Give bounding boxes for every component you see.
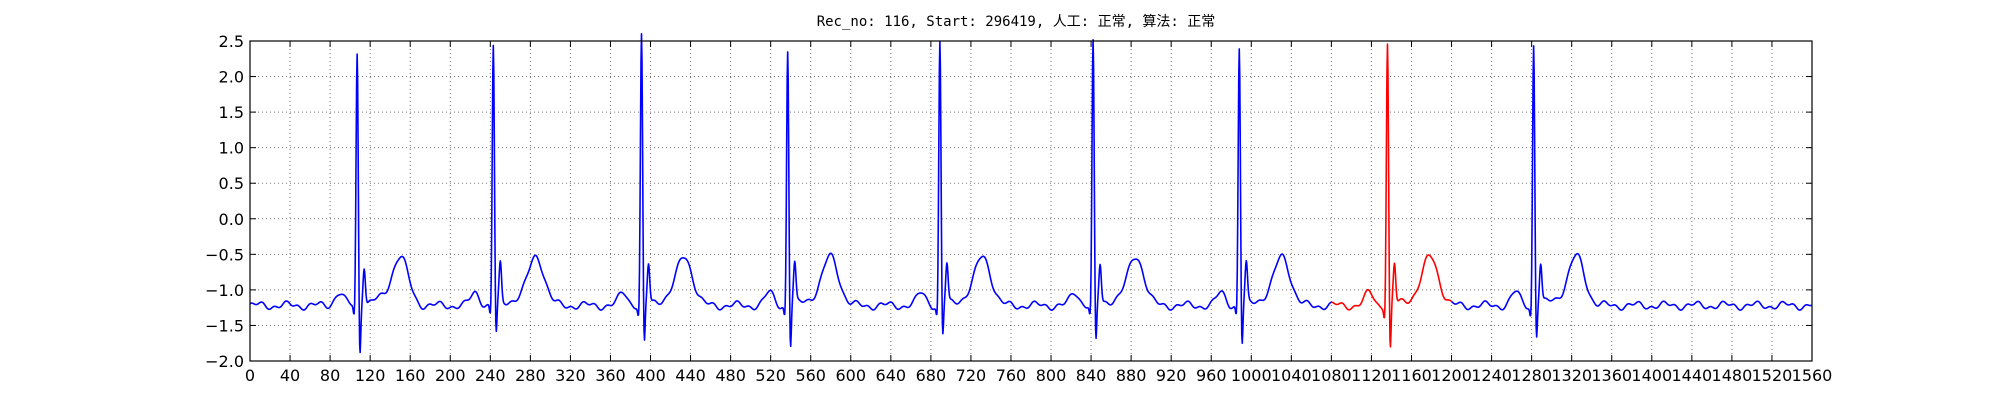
y-tick-label-0: −2.0: [205, 352, 244, 371]
x-tick-label-23: 920: [1156, 366, 1187, 385]
y-tick-label-8: 2.0: [219, 68, 244, 87]
x-tick-label-14: 560: [795, 366, 826, 385]
x-tick-label-10: 400: [635, 366, 666, 385]
x-tick-label-11: 440: [675, 366, 706, 385]
x-tick-label-36: 1440: [1671, 366, 1712, 385]
x-tick-label-17: 680: [916, 366, 947, 385]
x-tick-label-5: 200: [435, 366, 466, 385]
series-layer: [250, 34, 1812, 353]
x-tick-label-35: 1400: [1631, 366, 1672, 385]
x-tick-label-26: 1040: [1271, 366, 1312, 385]
x-tick-label-21: 840: [1076, 366, 1107, 385]
y-tick-label-4: 0.0: [219, 210, 244, 229]
x-tick-label-8: 320: [555, 366, 586, 385]
x-tick-label-1: 40: [280, 366, 300, 385]
x-tick-label-34: 1360: [1591, 366, 1632, 385]
x-tick-label-37: 1480: [1712, 366, 1753, 385]
x-tick-label-24: 960: [1196, 366, 1227, 385]
x-tick-label-39: 1560: [1792, 366, 1833, 385]
y-tick-label-3: −0.5: [205, 245, 244, 264]
y-tick-label-1: −1.5: [205, 316, 244, 335]
x-tick-label-19: 760: [996, 366, 1027, 385]
x-tick-label-27: 1080: [1311, 366, 1352, 385]
x-tick-label-28: 1120: [1351, 366, 1392, 385]
grid-layer: [250, 41, 1812, 361]
series-0-segment-0: [250, 34, 1331, 353]
x-tick-label-9: 360: [595, 366, 626, 385]
x-tick-label-31: 1240: [1471, 366, 1512, 385]
x-tick-label-25: 1000: [1231, 366, 1272, 385]
x-tick-label-13: 520: [755, 366, 786, 385]
x-tick-label-20: 800: [1036, 366, 1067, 385]
x-tick-label-6: 240: [475, 366, 506, 385]
x-tick-label-38: 1520: [1752, 366, 1793, 385]
chart-title: Rec_no: 116, Start: 296419, 人工: 正常, 算法: …: [817, 14, 1216, 30]
x-tick-label-30: 1200: [1431, 366, 1472, 385]
axis-layer: −2.0 −1.5 −1.0 −0.5 0.0 0.5 1.0 1.5 2.0 2.5 0 40 80 1…: [205, 32, 1832, 385]
x-tick-label-33: 1320: [1551, 366, 1592, 385]
series-0-segment-1: [1452, 46, 1812, 337]
x-tick-label-18: 720: [956, 366, 987, 385]
x-tick-label-0: 0: [245, 366, 255, 385]
y-tick-label-5: 0.5: [219, 174, 244, 193]
x-tick-label-3: 120: [355, 366, 386, 385]
x-tick-label-22: 880: [1116, 366, 1147, 385]
y-tick-label-6: 1.0: [219, 139, 244, 158]
y-tick-label-7: 1.5: [219, 103, 244, 122]
x-tick-label-32: 1280: [1511, 366, 1552, 385]
x-tick-label-4: 160: [395, 366, 426, 385]
y-tick-label-9: 2.5: [219, 32, 244, 51]
x-tick-label-29: 1160: [1391, 366, 1432, 385]
x-tick-label-7: 280: [515, 366, 546, 385]
series-1-segment-0: [1331, 44, 1451, 347]
y-tick-label-2: −1.0: [205, 281, 244, 300]
x-tick-label-2: 80: [320, 366, 340, 385]
plot-frame: [250, 41, 1812, 361]
x-tick-label-16: 640: [876, 366, 907, 385]
x-tick-label-12: 480: [715, 366, 746, 385]
x-tick-label-15: 600: [835, 366, 866, 385]
